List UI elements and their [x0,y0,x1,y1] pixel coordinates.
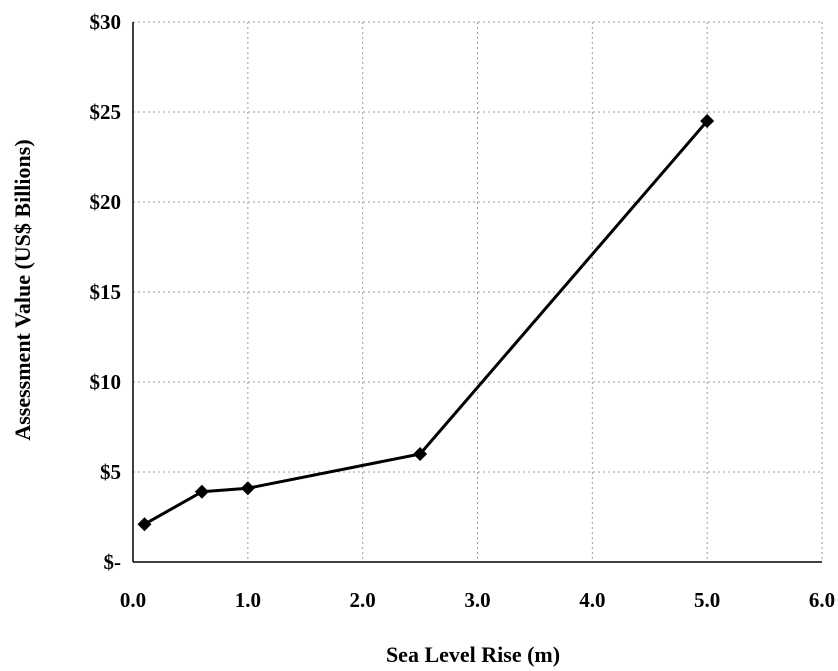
y-tick-label: $5 [100,460,121,484]
data-point-marker [413,447,428,461]
data-point-marker [194,484,209,499]
x-tick-label: 6.0 [809,588,835,612]
y-tick-label: $20 [90,190,122,214]
x-tick-label: 1.0 [235,588,261,612]
grid-layer [133,21,823,562]
x-axis-label: Sea Level Rise (m) [386,642,560,667]
data-point-marker [137,517,152,532]
x-tick-label: 0.0 [120,588,146,612]
axes [132,22,822,563]
x-tick-label: 3.0 [464,588,490,612]
y-tick-label: $15 [90,280,122,304]
y-tick-label: $10 [90,370,122,394]
y-tick-label: $25 [90,100,122,124]
x-tick-label: 4.0 [579,588,605,612]
tick-labels: $- $5 $10 $15 $20 $25 $30 0.0 1.0 2.0 3.0 4.0 5.0 6.0 [90,10,836,612]
y-tick-label: $30 [90,10,122,34]
y-tick-label: $- [104,550,122,574]
y-axis-label: Assessment Value (US$ Billions) [10,139,35,440]
data-point-marker [240,481,255,496]
data-point-marker [700,114,715,128]
x-tick-label: 5.0 [694,588,720,612]
series-line [143,120,709,526]
x-tick-label: 2.0 [350,588,376,612]
series [137,114,715,532]
